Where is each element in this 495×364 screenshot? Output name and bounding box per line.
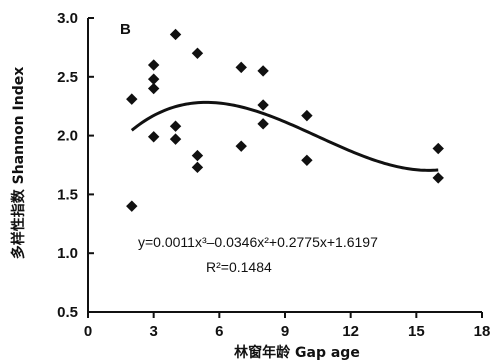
data-point [147, 59, 160, 71]
y-tick-label: 2.5 [57, 69, 78, 86]
data-point [147, 73, 160, 85]
data-point [169, 28, 182, 41]
y-tick-label: 2.0 [57, 128, 78, 145]
data-point [301, 154, 313, 167]
data-point [257, 99, 269, 111]
y-axis-title: 多样性指数 Shannon Index [10, 67, 27, 260]
data-point [147, 82, 160, 95]
fit-curve [130, 100, 439, 172]
r-squared: R²=0.1484 [206, 259, 272, 275]
data-point [169, 120, 182, 132]
x-tick-label: 9 [281, 323, 289, 340]
fit-curve-layer [130, 100, 439, 172]
x-tick-label: 0 [84, 323, 92, 340]
data-point [301, 109, 313, 122]
data-point [169, 133, 182, 145]
data-points [126, 28, 444, 212]
data-point [191, 47, 204, 59]
annotations: B y=0.0011x³–0.0346x²+0.2775x+1.6197 R²=… [10, 21, 378, 361]
fit-equation: y=0.0011x³–0.0346x²+0.2775x+1.6197 [138, 234, 378, 250]
y-tick-label: 3.0 [57, 10, 78, 27]
data-point [432, 172, 444, 184]
y-tick-label: 1.0 [57, 245, 78, 262]
data-point [235, 140, 247, 152]
y-tick-label: 1.5 [57, 186, 78, 203]
data-point [257, 118, 269, 130]
x-tick-label: 12 [342, 323, 359, 340]
data-point [432, 142, 444, 155]
data-point [126, 93, 138, 105]
data-point [147, 131, 160, 143]
data-point [126, 200, 138, 212]
panel-label: B [120, 21, 131, 38]
data-point [257, 65, 269, 77]
x-tick-label: 6 [215, 323, 223, 340]
data-point [235, 61, 247, 74]
x-axis-title: 林窗年龄 Gap age [234, 344, 360, 361]
data-point [191, 161, 204, 174]
y-tick-label: 0.5 [57, 304, 78, 321]
x-tick-label: 18 [474, 323, 491, 340]
x-tick-label: 15 [408, 323, 425, 340]
data-point [191, 149, 204, 162]
axes: 0 3 6 9 12 15 18 0.5 1.0 1.5 2.0 2.5 3.0 [57, 10, 490, 340]
x-tick-label: 3 [149, 323, 157, 340]
